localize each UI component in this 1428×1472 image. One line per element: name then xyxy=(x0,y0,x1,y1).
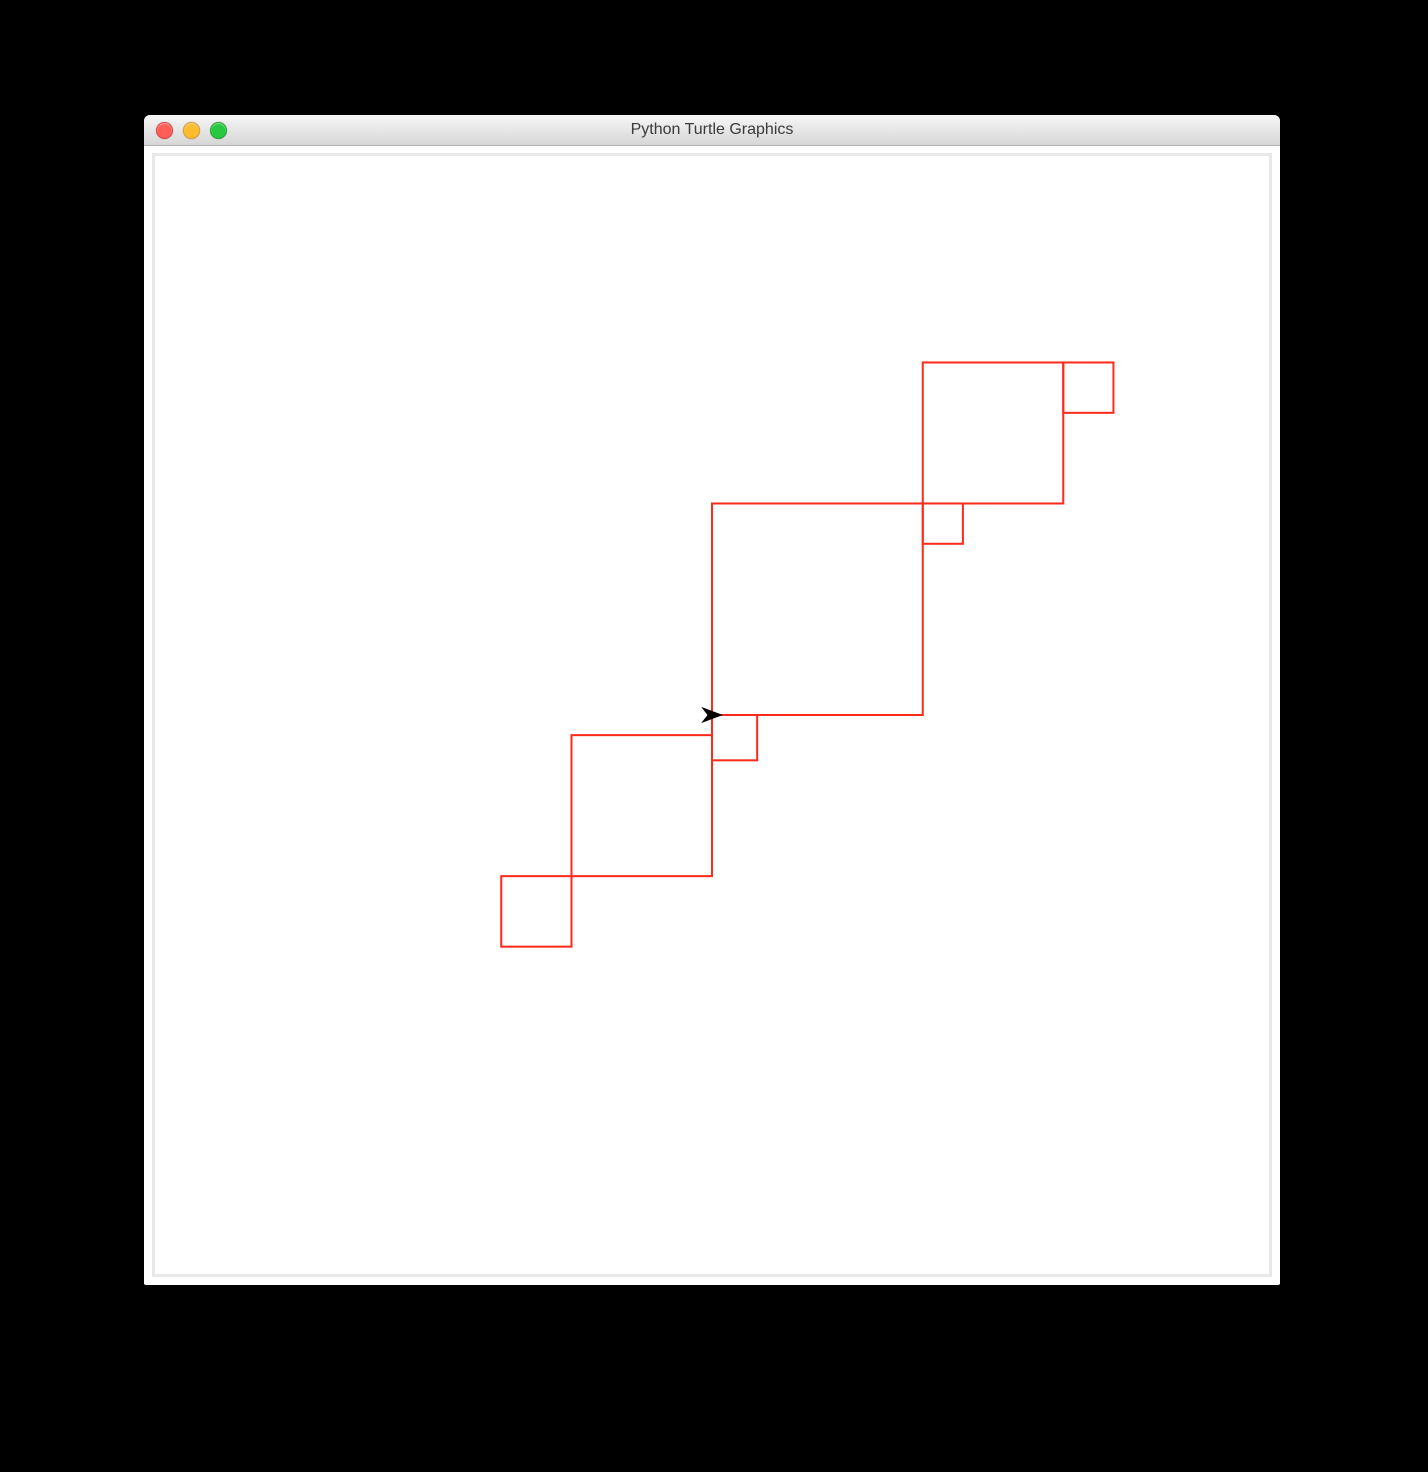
turtle-canvas xyxy=(155,156,1269,1274)
minimize-icon[interactable] xyxy=(183,122,200,139)
canvas-frame xyxy=(152,153,1272,1277)
zoom-icon[interactable] xyxy=(210,122,227,139)
window-title: Python Turtle Graphics xyxy=(144,121,1280,139)
close-icon[interactable] xyxy=(156,122,173,139)
drawn-square xyxy=(712,503,923,715)
drawn-square xyxy=(923,503,963,543)
drawn-square xyxy=(1063,362,1113,412)
app-window: Python Turtle Graphics xyxy=(144,115,1280,1285)
drawn-square xyxy=(501,876,571,947)
drawn-square xyxy=(571,735,712,876)
titlebar[interactable]: Python Turtle Graphics xyxy=(144,115,1280,146)
traffic-lights xyxy=(144,122,227,139)
drawn-square xyxy=(712,715,757,760)
drawn-square xyxy=(923,362,1064,503)
